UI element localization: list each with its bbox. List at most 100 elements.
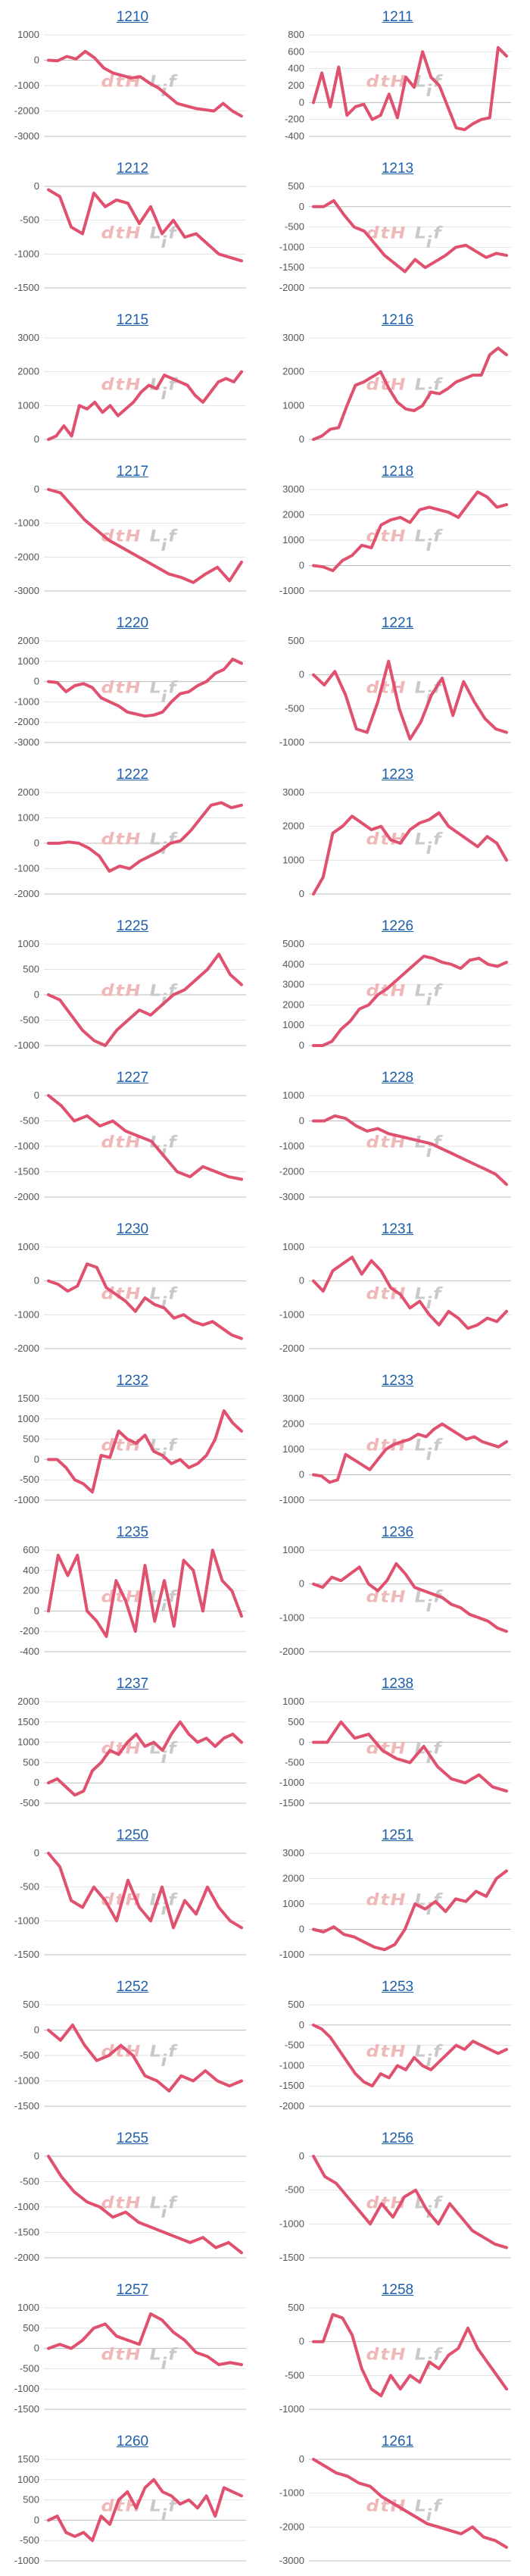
y-tick-label: 500 bbox=[23, 964, 39, 975]
y-tick-label: 2000 bbox=[282, 999, 304, 1010]
chart-title-link[interactable]: 1238 bbox=[381, 1676, 414, 1692]
chart-title-link[interactable]: 1230 bbox=[116, 1221, 149, 1237]
chart-title-link[interactable]: 1252 bbox=[116, 1979, 149, 1995]
y-tick-label: -500 bbox=[20, 2362, 39, 2374]
watermark-logo: ᵈᵗᴴ bbox=[366, 1585, 406, 1618]
y-tick-label: 500 bbox=[288, 635, 304, 646]
watermark-logo: ᵈᵗᴴ bbox=[101, 524, 141, 558]
chart-title-link[interactable]: 1220 bbox=[116, 615, 149, 631]
chart-title-link[interactable]: 1233 bbox=[381, 1373, 414, 1389]
chart-title-link[interactable]: 1228 bbox=[381, 1070, 414, 1086]
series-line bbox=[312, 1720, 508, 1793]
y-tick-label: -500 bbox=[285, 221, 304, 233]
y-tick-label: -500 bbox=[20, 1014, 39, 1026]
y-tick-label: 1000 bbox=[282, 399, 304, 411]
y-tick-label: 3000 bbox=[282, 786, 304, 798]
y-tick-label: -200 bbox=[285, 114, 304, 125]
y-tick-label: 0 bbox=[34, 433, 39, 445]
y-tick-label: 0 bbox=[299, 2336, 304, 2347]
y-tick-label: 500 bbox=[288, 1999, 304, 2010]
y-tick-label: -1000 bbox=[14, 1494, 39, 1505]
watermark-logo: ᴸᵢᶠ bbox=[150, 1130, 179, 1164]
chart-title-link[interactable]: 1215 bbox=[116, 312, 149, 328]
y-tick-label: 600 bbox=[288, 45, 304, 57]
chart-panel: 1238 1000 500 0 -500 -1000 -1500 ᵈᵗᴴ ᴸᵢᶠ bbox=[265, 1667, 530, 1818]
y-tick-label: 200 bbox=[288, 80, 304, 91]
chart-title-link[interactable]: 1221 bbox=[381, 615, 414, 631]
chart-title-link[interactable]: 1261 bbox=[381, 2434, 414, 2449]
chart-title-link[interactable]: 1223 bbox=[381, 767, 414, 783]
y-tick-label: -1000 bbox=[14, 2383, 39, 2394]
watermark-logo: ᴸᵢᶠ bbox=[415, 524, 444, 558]
chart-title-link[interactable]: 1222 bbox=[116, 767, 149, 783]
y-tick-label: -1000 bbox=[279, 2487, 304, 2499]
y-tick-label: -2000 bbox=[14, 105, 39, 117]
chart-title-link[interactable]: 1226 bbox=[381, 918, 414, 934]
chart-title-link[interactable]: 1251 bbox=[381, 1827, 414, 1843]
series-line bbox=[47, 2312, 243, 2366]
chart-title-link[interactable]: 1227 bbox=[116, 1070, 149, 1086]
watermark-logo: ᵈᵗᴴ bbox=[366, 524, 406, 558]
y-tick-label: 3000 bbox=[282, 332, 304, 343]
y-tick-label: 0 bbox=[34, 1275, 39, 1286]
chart-title-link[interactable]: 1235 bbox=[116, 1524, 149, 1540]
watermark-logo: ᴸᵢᶠ bbox=[415, 2494, 444, 2528]
y-tick-label: 2000 bbox=[282, 366, 304, 377]
y-tick-label: -2000 bbox=[279, 1646, 304, 1657]
y-tick-label: 0 bbox=[299, 1737, 304, 1748]
y-tick-label: 800 bbox=[288, 29, 304, 40]
chart-panel: 1225 1000 500 0 -500 -1000 ᵈᵗᴴ ᴸᵢᶠ bbox=[0, 909, 265, 1061]
chart-title-link[interactable]: 1253 bbox=[381, 1979, 414, 1995]
series-line bbox=[312, 2023, 508, 2088]
chart-title-link[interactable]: 1250 bbox=[116, 1827, 149, 1843]
y-tick-label: 1000 bbox=[282, 534, 304, 546]
y-tick-label: -1000 bbox=[14, 1039, 39, 1051]
chart-panel: 1260 1500 1000 500 0 -500 -1000 ᵈᵗᴴ ᴸᵢᶠ bbox=[0, 2424, 265, 2576]
watermark-logo: ᵈᵗᴴ bbox=[101, 221, 141, 255]
chart-title-link[interactable]: 1257 bbox=[116, 2282, 149, 2298]
chart-title-link[interactable]: 1217 bbox=[116, 464, 149, 480]
chart-title-link[interactable]: 1236 bbox=[381, 1524, 414, 1540]
y-tick-label: -2000 bbox=[14, 551, 39, 562]
watermark-logo: ᵈᵗᴴ bbox=[101, 676, 141, 709]
series-line bbox=[47, 49, 243, 118]
chart-title-link[interactable]: 1237 bbox=[116, 1676, 149, 1692]
watermark-logo: ᵈᵗᴴ bbox=[366, 1282, 406, 1315]
y-tick-label: 200 bbox=[23, 1585, 39, 1596]
watermark-logo: ᴸᵢᶠ bbox=[415, 1433, 444, 1467]
watermark-logo: ᵈᵗᴴ bbox=[366, 1888, 406, 1921]
chart-title-link[interactable]: 1232 bbox=[116, 1373, 149, 1389]
series-line bbox=[312, 1422, 508, 1484]
watermark-logo: ᵈᵗᴴ bbox=[366, 979, 406, 1012]
chart-title-link[interactable]: 1255 bbox=[116, 2131, 149, 2146]
chart-title-link[interactable]: 1212 bbox=[116, 161, 149, 177]
chart-panel: 1228 1000 0 -1000 -2000 -3000 ᵈᵗᴴ ᴸᵢᶠ bbox=[265, 1061, 530, 1212]
y-tick-label: 1000 bbox=[17, 399, 39, 411]
y-tick-label: 500 bbox=[23, 1756, 39, 1768]
chart-title-link[interactable]: 1210 bbox=[116, 9, 149, 25]
chart-title-link[interactable]: 1225 bbox=[116, 918, 149, 934]
chart-title-link[interactable]: 1213 bbox=[381, 161, 414, 177]
chart-title-link[interactable]: 1218 bbox=[381, 464, 414, 480]
watermark-logo: ᵈᵗᴴ bbox=[101, 2343, 141, 2376]
y-tick-label: 2000 bbox=[282, 509, 304, 521]
series-line bbox=[47, 1549, 243, 1638]
series-line bbox=[312, 199, 508, 274]
chart-title-link[interactable]: 1216 bbox=[381, 312, 414, 328]
chart-panel: 1250 0 -500 -1000 -1500 ᵈᵗᴴ ᴸᵢᶠ bbox=[0, 1818, 265, 1970]
watermark-logo: ᵈᵗᴴ bbox=[101, 1433, 141, 1467]
chart-title-link[interactable]: 1211 bbox=[382, 9, 413, 25]
chart-title-link[interactable]: 1256 bbox=[381, 2131, 414, 2146]
y-tick-label: 2000 bbox=[282, 1418, 304, 1430]
chart-title-link[interactable]: 1231 bbox=[381, 1221, 414, 1237]
y-tick-label: -2000 bbox=[14, 716, 39, 727]
y-tick-label: -500 bbox=[20, 1797, 39, 1809]
chart-title-link[interactable]: 1260 bbox=[116, 2434, 149, 2449]
chart-panel: 1251 3000 2000 1000 0 -1000 ᵈᵗᴴ ᴸᵢᶠ bbox=[265, 1818, 530, 1970]
y-tick-label: -1500 bbox=[14, 1949, 39, 1960]
chart-title-link[interactable]: 1258 bbox=[381, 2282, 414, 2298]
y-tick-label: 0 bbox=[34, 1605, 39, 1616]
chart-panel: 1236 1000 0 -1000 -2000 ᵈᵗᴴ ᴸᵢᶠ bbox=[265, 1515, 530, 1667]
